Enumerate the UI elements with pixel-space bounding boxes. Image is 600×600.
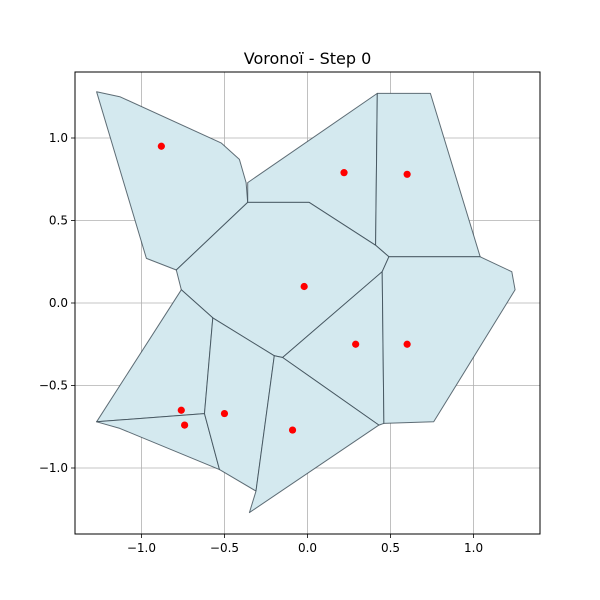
y-tick-label-4: 1.0	[49, 131, 68, 145]
voronoi-cell-8	[204, 317, 275, 492]
seed-point-8	[220, 409, 229, 418]
y-tick-label-1: −0.5	[39, 379, 68, 393]
seed-points	[157, 142, 411, 434]
seed-point-6	[177, 406, 185, 414]
y-tick-label-3: 0.5	[49, 214, 68, 228]
seed-point-7	[181, 421, 189, 429]
y-tick-label-2: 0.0	[49, 296, 68, 310]
seed-point-0	[157, 142, 165, 150]
seed-point-3	[300, 282, 308, 291]
x-tick-label-1: −0.5	[210, 541, 239, 555]
x-tick-label-0: −1.0	[127, 541, 156, 555]
seed-point-9	[288, 426, 297, 434]
voronoi-cell-9	[248, 355, 380, 514]
x-tick-label-3: 0.5	[381, 541, 400, 555]
voronoi-cells	[96, 91, 516, 514]
seed-point-4	[352, 340, 360, 348]
seed-point-1	[340, 169, 348, 177]
voronoi-cell-0	[96, 91, 249, 271]
y-tick-label-0: −1.0	[39, 461, 68, 475]
chart-title: Voronoï - Step 0	[244, 49, 372, 68]
axis-ticks: −1.0 −0.5 0.0 0.5 1.0 −1.0 −0.5 0.0 0.5 1.0	[39, 131, 483, 555]
seed-point-5	[403, 340, 411, 348]
x-tick-label-4: 1.0	[464, 541, 483, 555]
x-tick-label-2: 0.0	[298, 541, 317, 555]
seed-point-2	[403, 170, 411, 178]
voronoi-cell-5	[381, 256, 516, 424]
